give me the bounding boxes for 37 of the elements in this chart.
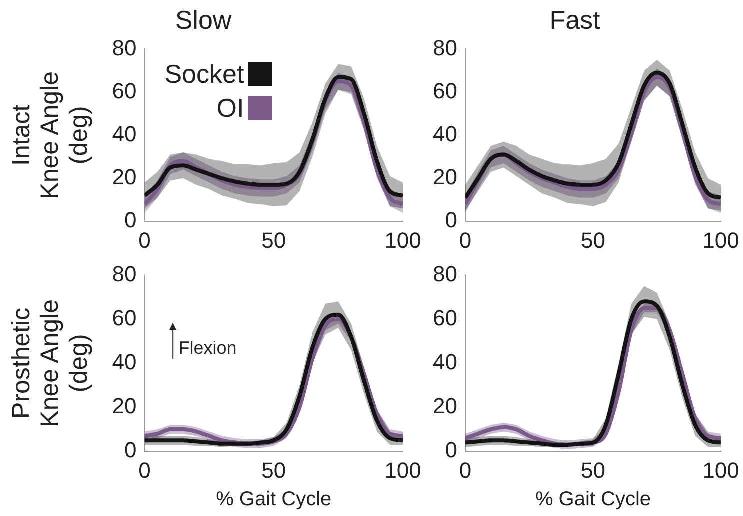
annotation: Flexion: [178, 338, 237, 359]
y-tick-label: 60: [112, 305, 137, 330]
x-tick-label: 50: [262, 228, 286, 253]
y-tick-label: 80: [432, 261, 458, 286]
y-tick-label: 20: [112, 394, 137, 419]
y-tick-label: 20: [432, 394, 458, 419]
y-tick-label: 40: [112, 121, 137, 146]
y-tick-label: 60: [432, 78, 458, 104]
x-tick-label: 50: [580, 458, 606, 483]
y-tick-label: 0: [445, 438, 458, 463]
y-tick-label: 0: [445, 208, 458, 233]
x-tick-label: 100: [702, 228, 740, 253]
chart-title: Slow: [175, 4, 232, 35]
y-tick-label: 20: [432, 164, 458, 190]
y-tick-label: 60: [112, 78, 137, 104]
x-tick-label: 50: [262, 458, 286, 483]
y-tick-label: 40: [112, 349, 137, 374]
chart-title: Fast: [550, 4, 602, 35]
y-tick-label: 80: [112, 261, 137, 286]
x-tick-label: 50: [580, 228, 606, 253]
y-tick-label: 80: [432, 35, 458, 60]
x-axis-title: % Gait Cycle: [535, 488, 652, 511]
y-tick-label: 80: [112, 35, 137, 60]
y-tick-label: 20: [112, 164, 137, 190]
legend-label: OI: [216, 92, 244, 124]
x-tick-label: 100: [384, 228, 422, 253]
x-axis-title: % Gait Cycle: [216, 488, 332, 511]
legend-label: Socket: [164, 58, 244, 90]
y-tick-label: 0: [124, 438, 137, 463]
y-axis-title: Intact Knee Angle (deg): [7, 71, 93, 200]
y-tick-label: 0: [124, 208, 137, 233]
y-axis-title: Prosthetic Knee Angle (deg): [7, 299, 93, 428]
y-tick-label: 60: [432, 305, 458, 330]
y-tick-label: 40: [432, 349, 458, 374]
y-tick-label: 40: [432, 121, 458, 146]
x-tick-label: 100: [702, 458, 740, 483]
x-tick-label: 100: [384, 458, 422, 483]
